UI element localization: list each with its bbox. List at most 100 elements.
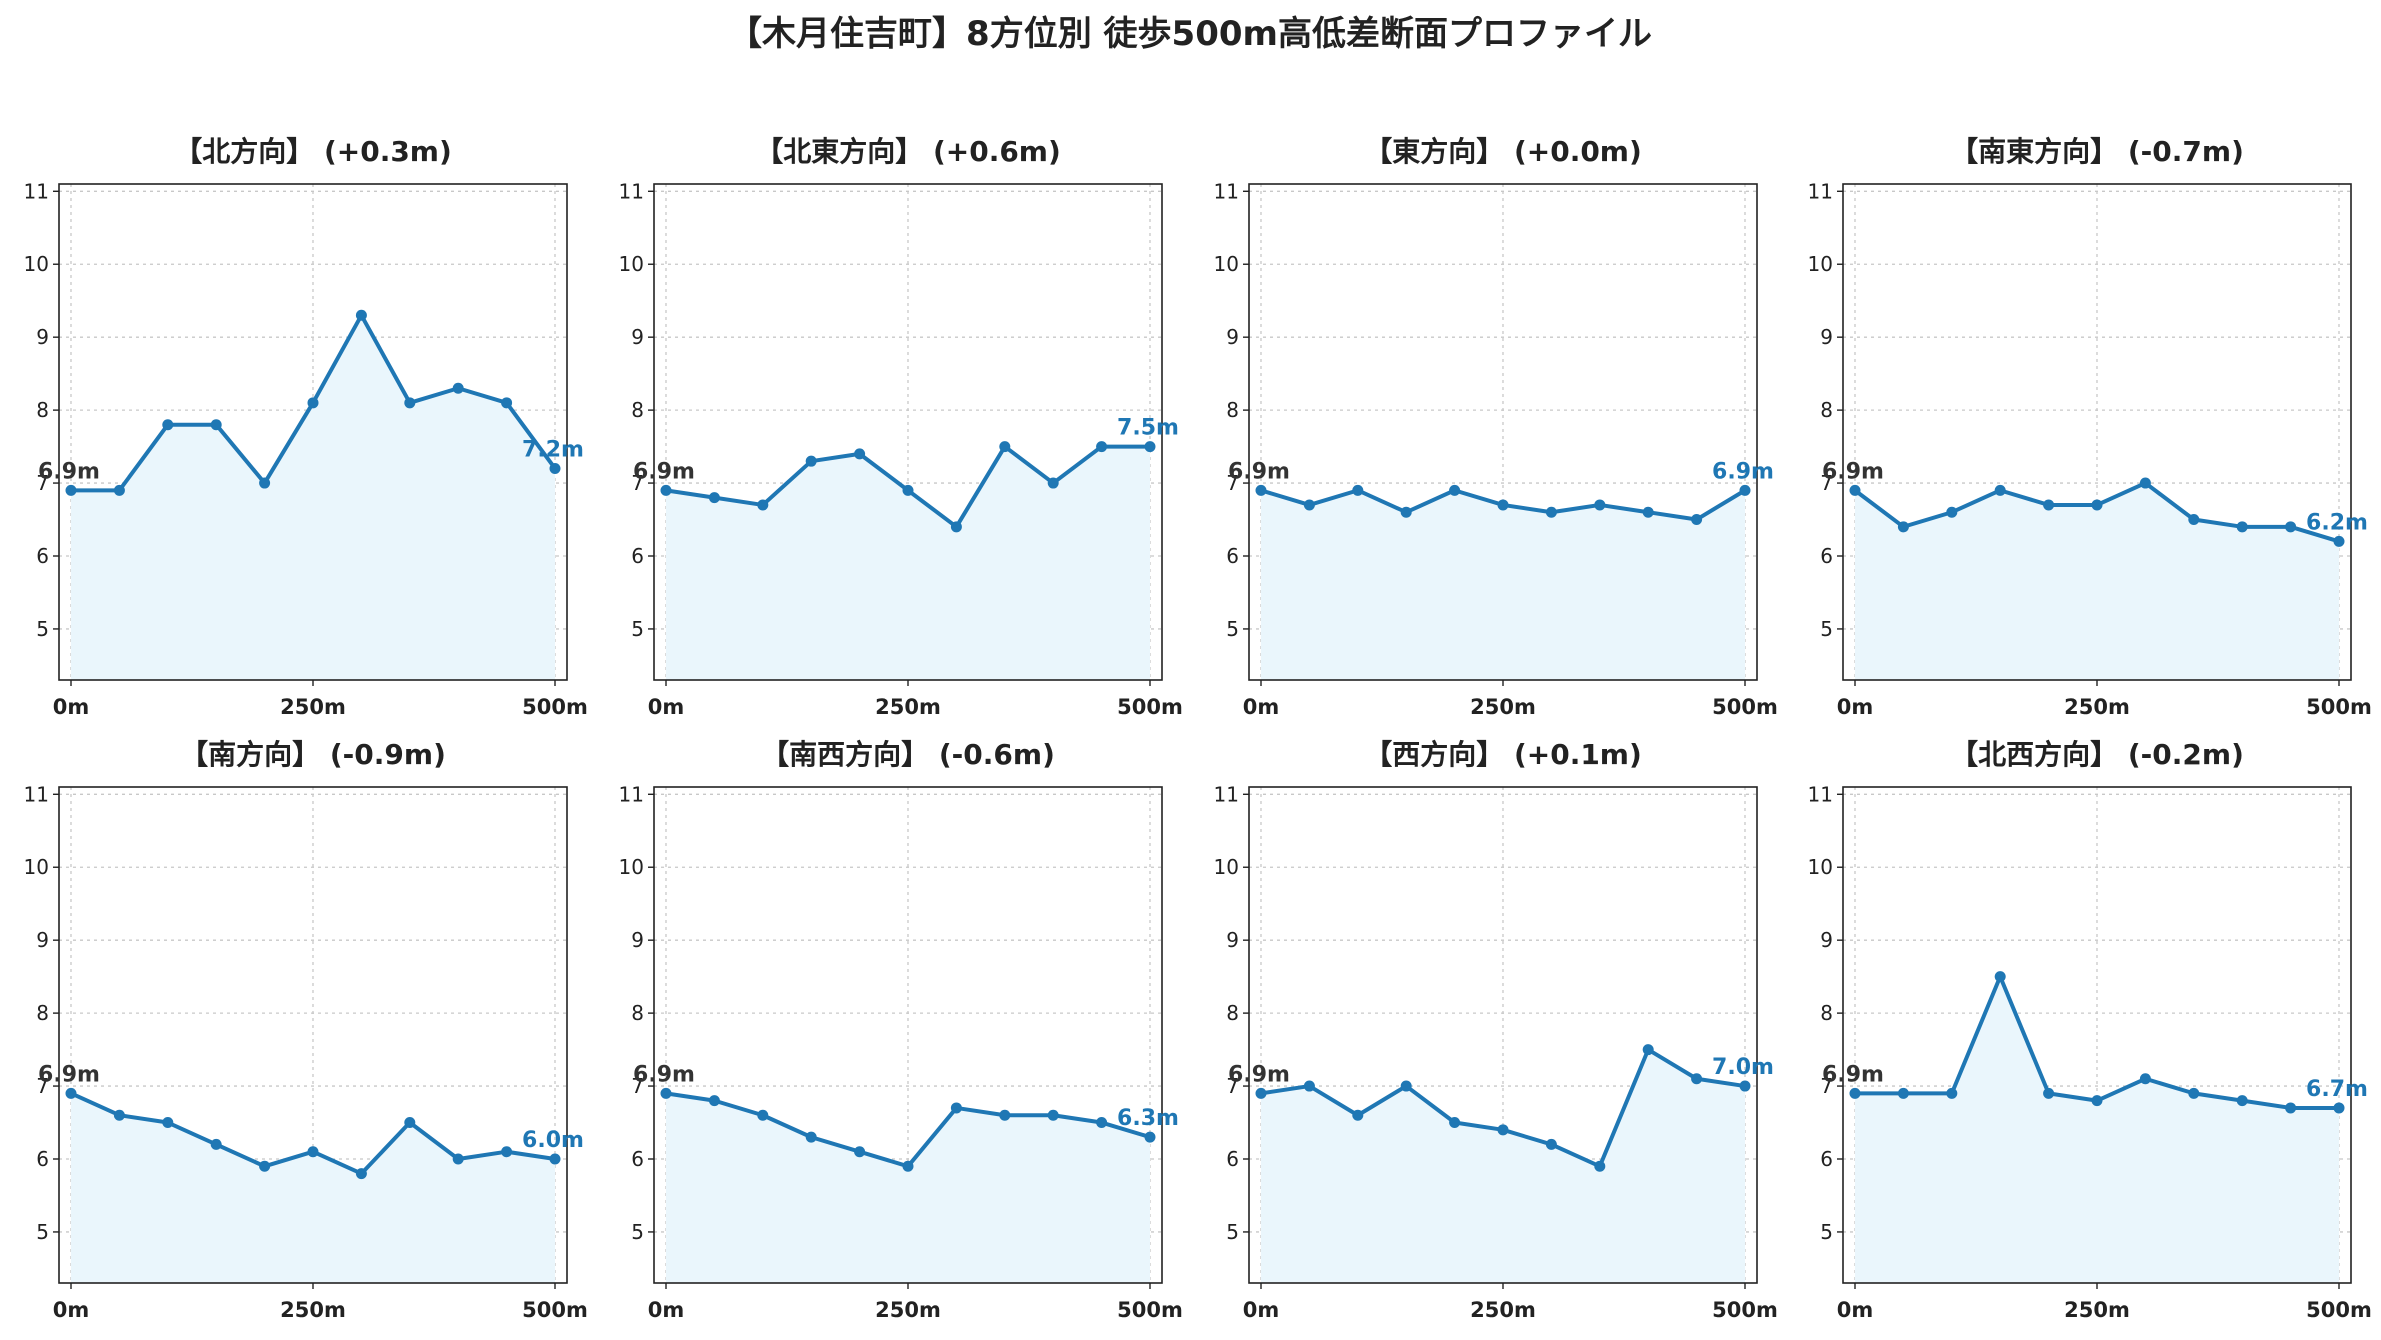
y-tick-label: 9 bbox=[631, 325, 644, 349]
profile-panel: 5 6 7 8 9 10 11 0m 250m 500m 【南西方向】 (-0.6m) 6.9m 6.3… bbox=[619, 738, 1183, 1322]
data-point bbox=[355, 1168, 367, 1180]
data-point bbox=[1144, 1131, 1156, 1143]
y-tick-label: 11 bbox=[1214, 179, 1239, 203]
x-tick-label: 500m bbox=[522, 695, 588, 719]
x-tick-label: 500m bbox=[522, 1298, 588, 1322]
data-point bbox=[1594, 1160, 1606, 1172]
data-point bbox=[1096, 441, 1108, 453]
y-tick-label: 8 bbox=[631, 398, 644, 422]
data-point bbox=[404, 1117, 416, 1129]
data-point bbox=[1545, 1138, 1557, 1150]
data-point bbox=[452, 382, 464, 394]
panel-title: 【南西方向】 (-0.6m) bbox=[761, 738, 1055, 771]
y-tick-label: 10 bbox=[24, 855, 49, 879]
y-tick-label: 8 bbox=[1820, 1001, 1833, 1025]
y-tick-label: 11 bbox=[1808, 782, 1833, 806]
start-elevation-label: 6.9m bbox=[1228, 1062, 1290, 1087]
start-elevation-label: 6.9m bbox=[38, 459, 100, 484]
data-point bbox=[2188, 1087, 2200, 1099]
x-tick-label: 250m bbox=[875, 695, 941, 719]
data-point bbox=[549, 1153, 561, 1165]
data-point bbox=[65, 484, 77, 496]
elevation-area bbox=[666, 446, 1150, 680]
start-elevation-label: 6.9m bbox=[1228, 459, 1290, 484]
end-elevation-label: 6.0m bbox=[522, 1128, 584, 1153]
data-point bbox=[1497, 1124, 1509, 1136]
data-point bbox=[162, 419, 174, 431]
y-tick-label: 9 bbox=[36, 928, 49, 952]
y-tick-label: 11 bbox=[619, 179, 644, 203]
y-tick-label: 7 bbox=[1226, 471, 1239, 495]
x-tick-label: 500m bbox=[2306, 1298, 2372, 1322]
start-elevation-label: 6.9m bbox=[633, 1062, 695, 1087]
data-point bbox=[404, 397, 416, 409]
start-elevation-label: 6.9m bbox=[38, 1062, 100, 1087]
x-tick-label: 500m bbox=[1712, 695, 1778, 719]
data-point bbox=[1594, 499, 1606, 511]
y-tick-label: 6 bbox=[1226, 544, 1239, 568]
data-point bbox=[259, 477, 271, 489]
y-tick-label: 6 bbox=[631, 1147, 644, 1171]
data-point bbox=[1994, 484, 2006, 496]
data-point bbox=[2333, 535, 2345, 547]
profile-panel: 5 6 7 8 9 10 11 0m 250m 500m 【南東方向】 (-0.7m) 6.9m 6.2… bbox=[1808, 135, 2372, 719]
end-elevation-label: 6.2m bbox=[2306, 510, 2368, 535]
y-tick-label: 11 bbox=[24, 179, 49, 203]
panel-title: 【西方向】 (+0.1m) bbox=[1364, 738, 1642, 771]
data-point bbox=[660, 1087, 672, 1099]
panel-title: 【北方向】 (+0.3m) bbox=[174, 135, 452, 168]
profile-panel: 5 6 7 8 9 10 11 0m 250m 500m 【西方向】 (+0.1m) 6.9m 7.0m bbox=[1214, 738, 1778, 1322]
data-point bbox=[210, 1138, 222, 1150]
data-point bbox=[950, 1102, 962, 1114]
y-tick-label: 10 bbox=[619, 252, 644, 276]
data-point bbox=[1946, 506, 1958, 518]
x-tick-label: 250m bbox=[2064, 1298, 2130, 1322]
y-tick-label: 8 bbox=[631, 1001, 644, 1025]
data-point bbox=[501, 397, 513, 409]
x-tick-label: 0m bbox=[1243, 695, 1280, 719]
y-tick-label: 8 bbox=[36, 398, 49, 422]
panel-title: 【北西方向】 (-0.2m) bbox=[1950, 738, 2244, 771]
x-tick-label: 0m bbox=[53, 1298, 90, 1322]
x-tick-label: 500m bbox=[1117, 695, 1183, 719]
start-elevation-label: 6.9m bbox=[633, 459, 695, 484]
y-tick-label: 9 bbox=[1820, 928, 1833, 952]
y-tick-label: 8 bbox=[36, 1001, 49, 1025]
data-point bbox=[1449, 484, 1461, 496]
y-tick-label: 8 bbox=[1226, 398, 1239, 422]
x-tick-label: 250m bbox=[280, 695, 346, 719]
elevation-area bbox=[1261, 1049, 1745, 1283]
data-point bbox=[902, 484, 914, 496]
x-tick-label: 0m bbox=[648, 1298, 685, 1322]
y-tick-label: 10 bbox=[1808, 855, 1833, 879]
data-point bbox=[660, 484, 672, 496]
elevation-area bbox=[1855, 483, 2339, 680]
data-point bbox=[1400, 506, 1412, 518]
data-point bbox=[1047, 1109, 1059, 1121]
panel-title: 【北東方向】 (+0.6m) bbox=[755, 135, 1061, 168]
y-tick-label: 11 bbox=[1808, 179, 1833, 203]
y-tick-label: 6 bbox=[1820, 544, 1833, 568]
data-point bbox=[708, 1095, 720, 1107]
y-tick-label: 7 bbox=[36, 471, 49, 495]
data-point bbox=[2333, 1102, 2345, 1114]
y-tick-label: 5 bbox=[1226, 617, 1239, 641]
data-point bbox=[1897, 1087, 1909, 1099]
y-tick-label: 5 bbox=[36, 617, 49, 641]
start-elevation-label: 6.9m bbox=[1822, 1062, 1884, 1087]
y-tick-label: 5 bbox=[631, 617, 644, 641]
y-tick-label: 10 bbox=[24, 252, 49, 276]
x-tick-label: 0m bbox=[1837, 695, 1874, 719]
elevation-area bbox=[666, 1093, 1150, 1283]
data-point bbox=[1642, 1044, 1654, 1056]
data-point bbox=[999, 1109, 1011, 1121]
y-tick-label: 9 bbox=[1226, 325, 1239, 349]
y-tick-label: 5 bbox=[36, 1220, 49, 1244]
y-tick-label: 7 bbox=[631, 471, 644, 495]
data-point bbox=[1897, 521, 1909, 533]
profile-panel: 5 6 7 8 9 10 11 0m 250m 500m 【東方向】 (+0.0m) 6.9m 6.9m bbox=[1214, 135, 1778, 719]
data-point bbox=[1545, 506, 1557, 518]
end-elevation-label: 6.7m bbox=[2306, 1077, 2368, 1102]
y-tick-label: 11 bbox=[1214, 782, 1239, 806]
y-tick-label: 5 bbox=[631, 1220, 644, 1244]
